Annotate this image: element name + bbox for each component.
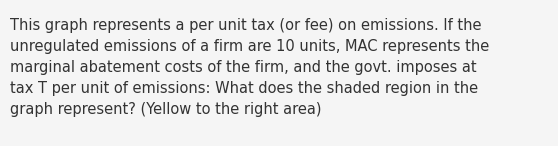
Text: This graph represents a per unit tax (or fee) on emissions. If the
unregulated e: This graph represents a per unit tax (or…: [10, 18, 489, 117]
